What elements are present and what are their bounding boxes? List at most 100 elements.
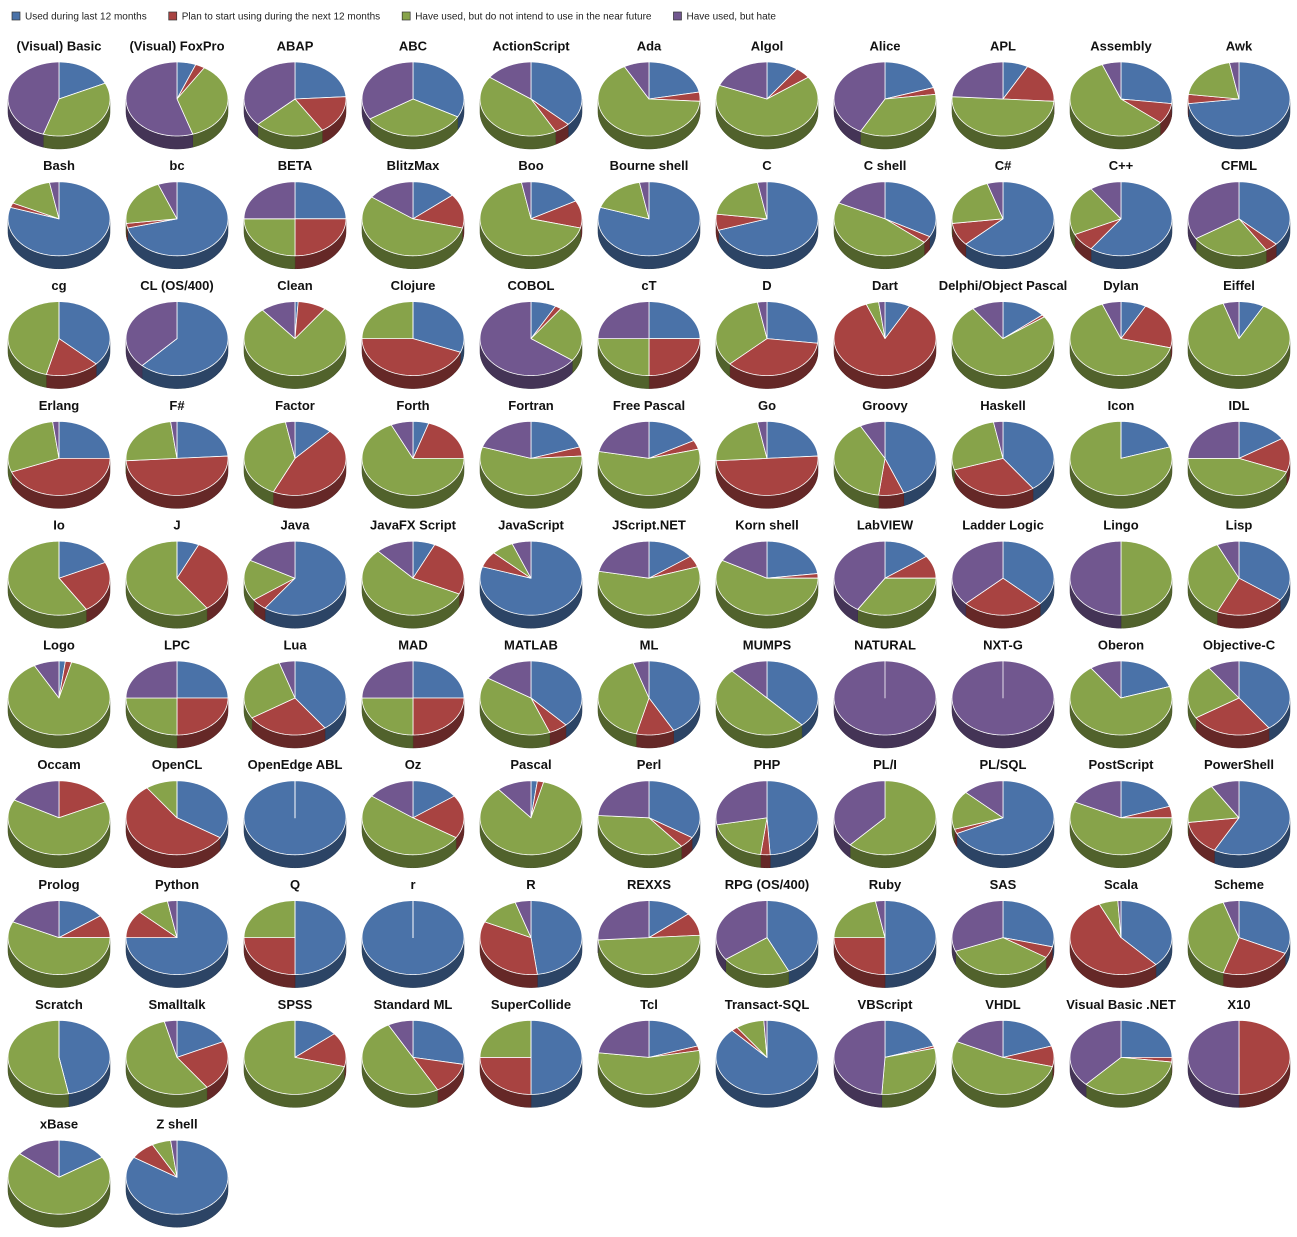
pie-slice [715,213,768,231]
pie-title: ML [640,637,659,652]
pie-slice [766,900,819,972]
pie-slice [1120,780,1170,819]
pie-slice [833,937,886,975]
pie-slice [719,61,768,100]
pie-slice [243,662,296,719]
pie-slice [125,787,221,856]
pie-slice [884,301,910,339]
pie-title: Objective-C [1203,637,1276,652]
pie-slice [597,566,701,616]
pie-slice [951,660,1055,736]
pie-slice [7,1020,69,1095]
pie-slice [125,911,178,938]
pie-slice [648,61,700,100]
pie-slice [760,817,771,856]
pie-slice [1002,421,1055,489]
pie-title: VHDL [985,997,1020,1012]
pie-slice [141,301,229,376]
pie-slice [498,780,532,819]
pie-slice [530,200,583,229]
pie-slice [390,421,414,459]
pie-slice [766,68,809,100]
pie-slice [58,915,111,938]
pie-title: Tcl [640,997,658,1012]
pie-title: Logo [43,637,75,652]
pie-slice [597,301,650,339]
pie-slice [954,458,1034,496]
pie-title: REXXS [627,877,671,892]
pie-title: Delphi/Object Pascal [939,278,1068,293]
pie-title: Java [281,518,311,533]
legend-swatch [673,11,682,21]
pie-slice [163,1020,178,1058]
pie-slice [530,301,556,339]
pie-slice [125,61,194,137]
pie-slice [1238,1020,1291,1095]
pie-title: Icon [1108,398,1135,413]
pie-slice [251,697,326,736]
pie-slice [1120,900,1173,965]
pie-title: r [410,877,415,892]
pie-slice [597,448,701,496]
pie-slice [648,1020,698,1058]
pie-slice [243,559,296,601]
pie-title: Z shell [156,1117,197,1132]
pie-title: Ladder Logic [962,518,1044,533]
pie-slice [1187,303,1291,376]
pie-slice [1069,64,1161,137]
pie-slice [833,61,886,132]
pie-slice [170,421,178,459]
pie-slice [1074,780,1122,819]
pie-slice [1188,817,1240,851]
pie-slice [369,98,459,137]
pie-slice [294,1020,335,1058]
pie-slice [412,61,465,118]
pie-slice [833,900,886,938]
pie-slice [648,913,701,938]
pie-title: Oz [405,757,422,772]
pie-slice [951,792,1004,830]
pie-slice [884,421,937,494]
pie-slice [1069,303,1171,376]
pie-slice [361,196,463,257]
pie-title: ABAP [277,38,314,53]
pie-title: MAD [398,637,428,652]
pie-slice [951,900,1004,952]
pie-slice [597,815,682,856]
pie-slice [849,780,937,856]
pie-slice [1120,61,1173,105]
pie-slice [489,61,532,100]
pie-title: Ruby [869,877,902,892]
pie-title: NXT-G [983,637,1023,652]
pie-slice [598,540,650,579]
pie-slice [951,183,1004,224]
pie-slice [52,421,60,459]
pie-title: PL/I [873,757,897,772]
pie-title: PHP [754,757,781,772]
pie-title: Scala [1104,877,1139,892]
pie-slice [12,182,60,220]
pie-slice [1090,660,1122,699]
pie-slice [125,1021,208,1095]
pie-slice [361,550,460,616]
pie-title: APL [990,38,1016,53]
pie-slice [294,61,347,100]
pie-title: Boo [518,158,543,173]
pie-slice [648,556,698,579]
pie-slice [1211,780,1240,819]
pie-slice [648,301,701,339]
pie-title: ABC [399,38,428,53]
pie-slice [1002,301,1043,339]
pie-title: Ada [637,38,662,53]
pie-slice [986,181,1004,220]
pie-slice [1002,937,1053,958]
pie-title: Erlang [39,398,80,413]
pie-title: CFML [1221,158,1257,173]
pie-slice [243,421,296,493]
pie-slice [530,1020,583,1095]
pie-slice [176,1041,229,1088]
pie-title: xBase [40,1117,78,1132]
pie-slice [487,660,532,699]
pie-slice [262,301,296,339]
pie-slice [482,421,532,459]
